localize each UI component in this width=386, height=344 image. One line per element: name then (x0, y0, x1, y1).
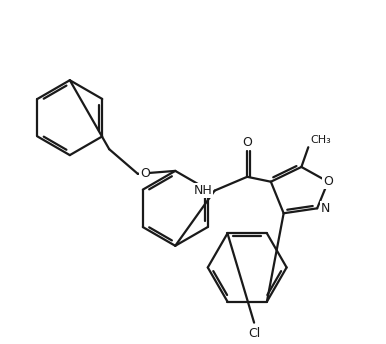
Text: CH₃: CH₃ (310, 135, 331, 145)
Text: N: N (320, 202, 330, 215)
Text: O: O (323, 175, 333, 188)
Text: NH: NH (194, 184, 213, 197)
Text: Cl: Cl (248, 326, 260, 340)
Text: O: O (242, 136, 252, 149)
Text: O: O (140, 167, 150, 180)
